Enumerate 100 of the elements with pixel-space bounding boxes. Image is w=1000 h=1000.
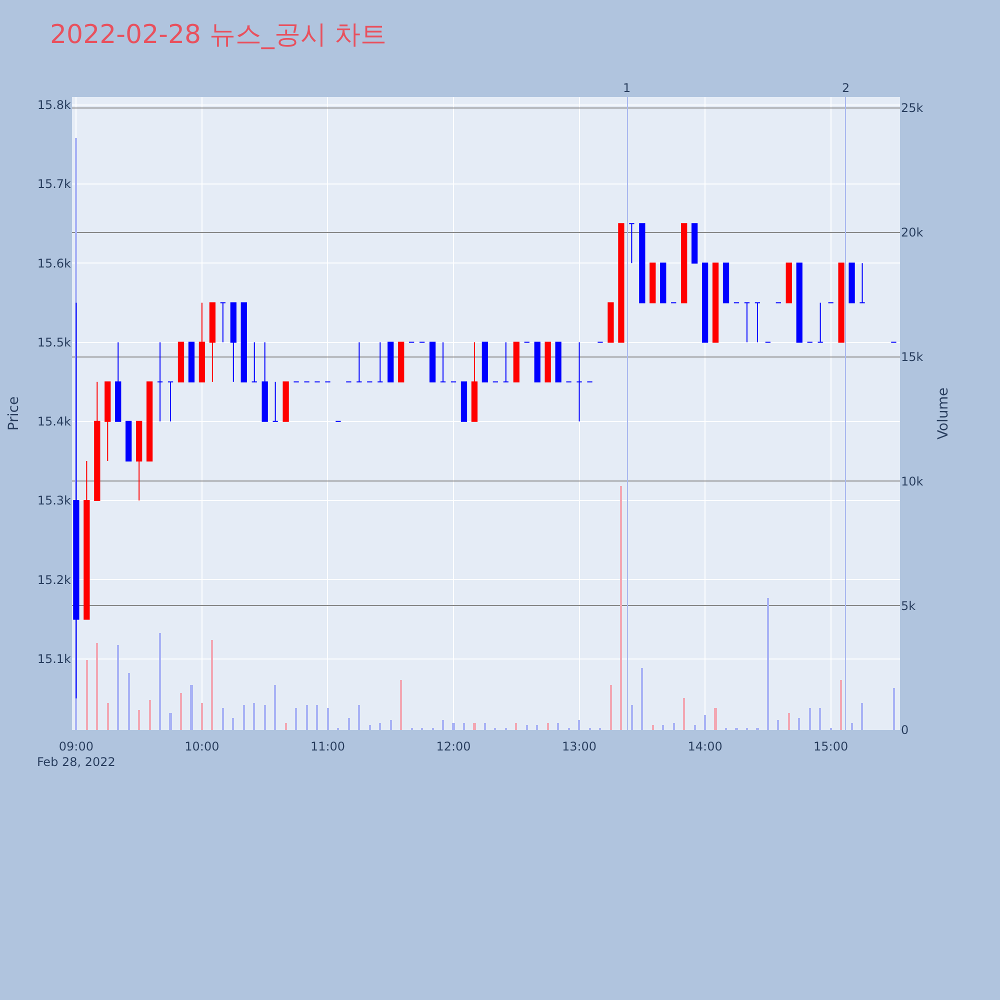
bar bbox=[222, 708, 224, 730]
candlestick bbox=[230, 302, 236, 382]
candlestick bbox=[398, 342, 404, 382]
y-tick-label: 15.3k bbox=[37, 494, 72, 508]
y2-tick-label: 10k bbox=[901, 474, 924, 488]
candlestick bbox=[471, 342, 478, 422]
bar bbox=[620, 486, 622, 730]
ref-line-label: 2 bbox=[842, 81, 850, 95]
bar bbox=[463, 723, 465, 730]
candlestick bbox=[377, 342, 384, 382]
x-tick-label: 14:00 bbox=[688, 739, 722, 754]
bar bbox=[211, 640, 213, 730]
bar bbox=[316, 705, 318, 730]
bar bbox=[369, 725, 371, 730]
candlestick bbox=[502, 342, 509, 382]
candlestick bbox=[282, 381, 289, 422]
candlestick bbox=[859, 262, 866, 304]
candlestick bbox=[681, 223, 688, 304]
x-tick-label: 11:00 bbox=[310, 739, 346, 754]
candlestick bbox=[817, 302, 824, 343]
candlestick bbox=[178, 342, 184, 382]
y2-tick-label: 15k bbox=[901, 350, 924, 364]
candlestick bbox=[796, 262, 802, 343]
bar bbox=[851, 723, 853, 730]
bar bbox=[526, 725, 528, 730]
candlestick bbox=[639, 223, 646, 304]
bar bbox=[128, 673, 130, 730]
x-tick-label: 09:00 Feb 28, 2022 bbox=[36, 739, 116, 769]
candlestick bbox=[156, 342, 164, 422]
x-tick-label: 12:00 bbox=[436, 739, 471, 754]
bar bbox=[547, 723, 549, 730]
y2-tick-label: 20k bbox=[901, 226, 924, 240]
candlestick bbox=[240, 302, 247, 382]
candlestick bbox=[136, 420, 142, 502]
bar bbox=[788, 713, 790, 730]
candlestick bbox=[722, 262, 730, 304]
bar bbox=[673, 723, 675, 730]
candlestick bbox=[848, 262, 855, 304]
bar bbox=[610, 685, 612, 730]
y2-tick-label: 5k bbox=[901, 598, 916, 613]
candlestick bbox=[712, 262, 719, 343]
candlestick bbox=[126, 420, 132, 462]
bar bbox=[798, 718, 800, 730]
candlestick bbox=[544, 342, 551, 382]
candlestick bbox=[167, 381, 174, 422]
candlestick bbox=[104, 381, 111, 462]
bar bbox=[180, 693, 182, 730]
bar bbox=[473, 723, 476, 730]
x-tick-label: 10:00 bbox=[184, 739, 220, 754]
bar bbox=[86, 660, 88, 730]
candlestick bbox=[440, 342, 446, 382]
candlestick bbox=[482, 342, 488, 382]
candlestick bbox=[628, 223, 635, 264]
candlestick bbox=[84, 460, 90, 620]
bar bbox=[169, 713, 172, 730]
candlestick bbox=[198, 302, 206, 382]
candlestick bbox=[618, 223, 624, 343]
bar bbox=[819, 708, 821, 730]
candlestick bbox=[146, 381, 153, 462]
bar bbox=[327, 708, 329, 730]
bar bbox=[652, 725, 654, 730]
candlestick bbox=[576, 342, 582, 422]
bar bbox=[138, 710, 140, 730]
candlestick bbox=[754, 302, 761, 343]
y-tick-label: 15.5k bbox=[37, 335, 72, 350]
bar bbox=[117, 645, 119, 730]
bar bbox=[452, 723, 455, 730]
bar bbox=[442, 720, 444, 730]
candlestick bbox=[251, 342, 258, 382]
candlestick bbox=[660, 262, 666, 304]
candlestick bbox=[744, 302, 750, 343]
bar bbox=[767, 598, 769, 730]
chart-title: 2022-02-28 뉴스_공시 차트 bbox=[50, 20, 387, 50]
bar bbox=[107, 703, 109, 730]
bar bbox=[893, 688, 895, 730]
x-tick-label: 15:00 bbox=[814, 739, 848, 754]
candlestick bbox=[650, 262, 656, 304]
bar bbox=[306, 705, 308, 730]
candlestick bbox=[534, 342, 540, 382]
y-tick-label: 15.2k bbox=[37, 572, 72, 587]
y2-axis-title: Volume bbox=[936, 387, 952, 440]
bar bbox=[348, 718, 350, 730]
candlestick bbox=[209, 302, 216, 382]
candlestick bbox=[220, 302, 226, 343]
y-tick-label: 15.6k bbox=[37, 256, 72, 270]
y2-tick-label: 25k bbox=[901, 101, 924, 116]
bar bbox=[379, 723, 381, 730]
candlestick bbox=[692, 223, 698, 264]
candlestick bbox=[356, 342, 362, 382]
y-tick-label: 15.7k bbox=[37, 177, 72, 192]
y2-tick-label: 0 bbox=[901, 723, 909, 738]
bar bbox=[809, 708, 811, 730]
candlestick bbox=[429, 342, 436, 382]
bar bbox=[358, 705, 360, 730]
candlestick bbox=[608, 302, 614, 343]
y-tick-label: 15.1k bbox=[37, 652, 72, 666]
y-tick-label: 15.4k bbox=[37, 414, 72, 429]
candlestick bbox=[115, 342, 122, 422]
bar bbox=[96, 643, 98, 730]
ref-line-label: 1 bbox=[623, 81, 631, 95]
